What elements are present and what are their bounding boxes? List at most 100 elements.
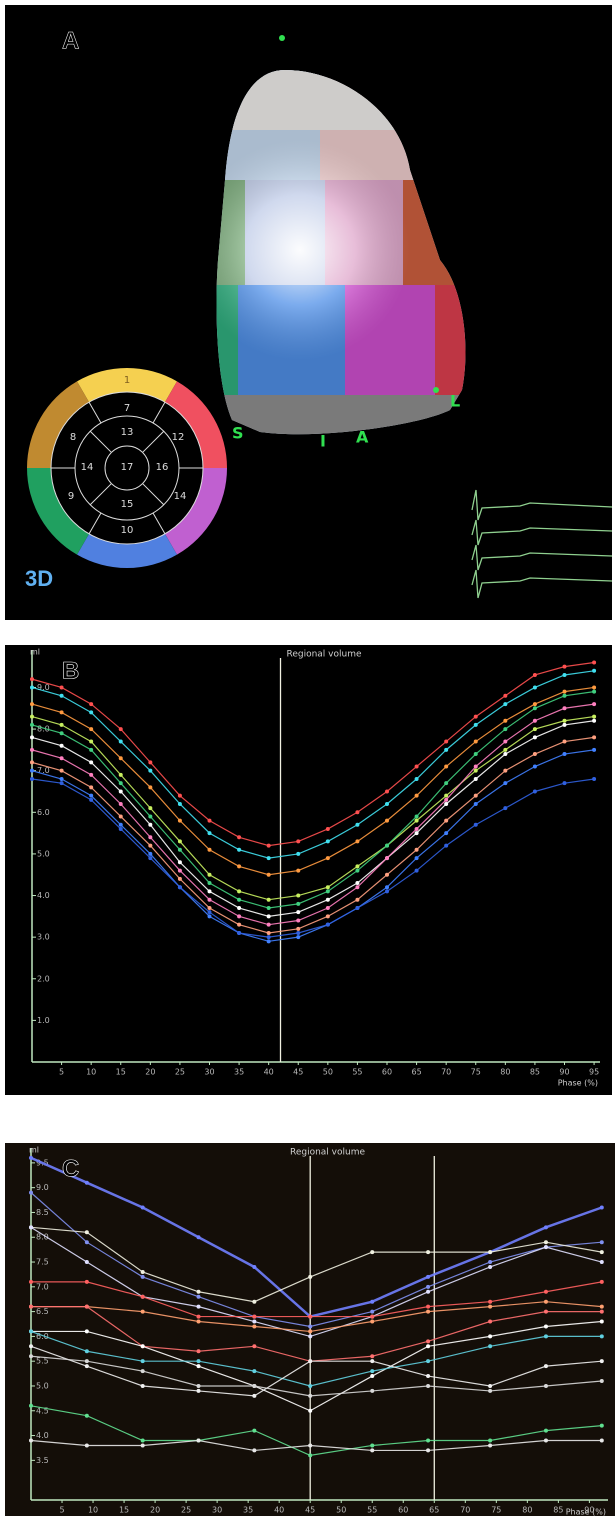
data-point (325, 826, 330, 831)
x-tick-label: 25 (175, 1068, 185, 1077)
x-tick-label: 10 (88, 1506, 98, 1515)
data-point (89, 793, 94, 798)
data-point (207, 847, 212, 852)
data-point (118, 826, 123, 831)
data-point (473, 722, 478, 727)
y-tick-label: 9.0 (37, 683, 50, 692)
x-tick-label: 95 (589, 1068, 599, 1077)
bullseye-label: 16 (156, 462, 169, 473)
data-point (599, 1334, 604, 1339)
y-tick-label: 7.0 (37, 766, 50, 775)
data-point (30, 768, 34, 773)
bullseye-divider (89, 430, 112, 453)
data-point (207, 906, 212, 911)
data-point (426, 1344, 431, 1349)
data-point (140, 1269, 145, 1274)
bullseye-label: 13 (121, 427, 134, 438)
data-point (296, 930, 301, 935)
data-point (532, 735, 537, 740)
data-point (252, 1369, 257, 1374)
data-point (385, 885, 389, 890)
panel-label: C (62, 1155, 79, 1182)
data-point (473, 739, 478, 744)
data-point (177, 801, 182, 806)
data-point (308, 1443, 313, 1448)
data-point (89, 747, 94, 752)
data-point (84, 1304, 89, 1309)
series-line (31, 691, 595, 909)
series-line (31, 670, 595, 859)
y-tick-label: 6.5 (36, 1307, 49, 1316)
x-tick-label: 45 (305, 1506, 315, 1515)
data-point (252, 1383, 257, 1388)
data-point (562, 693, 567, 698)
data-point (30, 735, 34, 740)
y-tick-label: 4.0 (36, 1431, 49, 1440)
data-point (414, 818, 419, 823)
data-point (59, 710, 64, 715)
data-point (148, 843, 153, 848)
data-point (444, 843, 449, 848)
data-point (207, 889, 212, 894)
data-point (599, 1205, 604, 1210)
data-point (266, 939, 271, 944)
data-point (370, 1354, 375, 1359)
data-point (148, 835, 153, 840)
data-point (140, 1274, 145, 1279)
data-point (196, 1364, 201, 1369)
x-tick-label: 35 (243, 1506, 253, 1515)
data-point (29, 1190, 33, 1195)
data-point (426, 1289, 431, 1294)
data-point (325, 906, 330, 911)
data-point (140, 1369, 145, 1374)
bullseye-segment (77, 367, 177, 403)
x-tick-label: 80 (522, 1506, 532, 1515)
x-tick-label: 30 (204, 1068, 214, 1077)
data-point (532, 672, 537, 677)
data-point (84, 1364, 89, 1369)
x-tick-label: 25 (181, 1506, 191, 1515)
data-point (355, 839, 360, 844)
data-point (370, 1369, 375, 1374)
data-point (207, 881, 212, 886)
data-point (592, 718, 597, 723)
data-point (503, 693, 508, 698)
data-point (444, 764, 449, 769)
data-point (196, 1438, 201, 1443)
series-line (31, 686, 595, 876)
y-tick-label: 8.0 (37, 725, 50, 734)
data-point (177, 818, 182, 823)
data-point (296, 868, 301, 873)
bullseye-divider (152, 512, 166, 535)
data-point (118, 781, 123, 786)
data-point (59, 685, 64, 690)
data-point (196, 1235, 201, 1240)
bullseye-label: 10 (121, 525, 134, 536)
data-point (84, 1230, 89, 1235)
data-point (59, 722, 64, 727)
bullseye-label: 12 (172, 432, 185, 443)
data-point (592, 660, 597, 665)
data-point (118, 727, 123, 732)
data-point (140, 1344, 145, 1349)
data-point (444, 797, 449, 802)
data-point (473, 777, 478, 782)
series-line (31, 720, 595, 917)
data-point (84, 1279, 89, 1284)
series-line (31, 715, 595, 901)
data-point (503, 752, 508, 757)
landmark (279, 35, 285, 41)
data-point (414, 868, 419, 873)
data-point (355, 906, 360, 911)
data-point (148, 768, 153, 773)
data-point (473, 752, 478, 757)
data-point (503, 727, 508, 732)
data-point (488, 1299, 493, 1304)
data-point (89, 739, 94, 744)
x-tick-label: 50 (323, 1068, 333, 1077)
x-tick-label: 75 (491, 1506, 501, 1515)
data-point (84, 1349, 89, 1354)
y-tick-label: 2.0 (37, 974, 50, 983)
data-point (325, 914, 330, 919)
